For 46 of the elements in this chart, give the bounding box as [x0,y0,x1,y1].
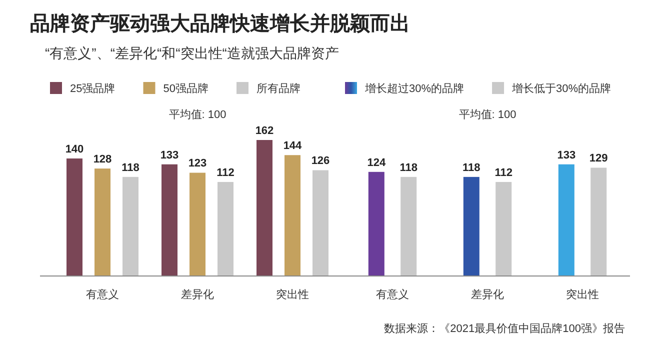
legend-label: 增长超过30%的品牌 [364,82,464,95]
x-tick-label: 有意义 [376,288,409,301]
data-label: 126 [311,155,330,168]
data-label: 118 [122,162,140,174]
bar [368,172,384,276]
source-note: 数据来源：《2021最具价值中国品牌100强》报告 [384,322,625,335]
data-label: 112 [216,166,234,179]
bar [94,168,110,276]
text: 平均值: 100 [458,109,516,121]
bar [463,176,480,276]
chart-title: 品牌资产驱动强大品牌快速增长并脱颖而出 [30,12,410,35]
x-tick-label: 有意义 [86,288,119,301]
legend-label: 50强品牌 [163,83,208,95]
chart-subtitle: “有意义”、“差异化“和“突出性“造就强大品牌资产 [45,45,339,61]
bar [400,176,417,276]
x-tick-label: 突出性 [566,288,599,301]
bar [312,170,328,276]
legend-label: 25强品牌 [70,83,116,95]
data-label: 112 [494,166,512,179]
data-label: 118 [462,162,480,174]
x-tick-label: 差异化 [471,289,504,301]
bar [256,140,272,276]
bar [558,164,574,276]
data-label: 128 [93,154,112,166]
x-tick-label: 差异化 [181,289,214,301]
data-label: 129 [589,152,608,165]
data-label: 162 [255,125,274,137]
data-label: 124 [367,156,386,169]
bar [496,182,512,276]
bar [284,155,300,276]
bar [190,172,206,276]
data-label: 118 [400,162,418,174]
data-label: 140 [65,143,84,156]
legend-label: 所有品牌 [256,82,300,95]
bar [66,158,82,276]
x-tick-label: 突出性 [276,288,309,301]
text: 平均值: 100 [168,109,226,121]
bar [162,164,178,276]
bar [218,182,234,276]
data-label: 133 [557,149,576,162]
bar [590,168,607,276]
data-label: 144 [283,140,303,152]
data-label: 123 [188,158,207,170]
data-label: 133 [160,149,179,162]
legend-label: 增长低于30%的品牌 [511,82,612,95]
bar [122,176,138,276]
